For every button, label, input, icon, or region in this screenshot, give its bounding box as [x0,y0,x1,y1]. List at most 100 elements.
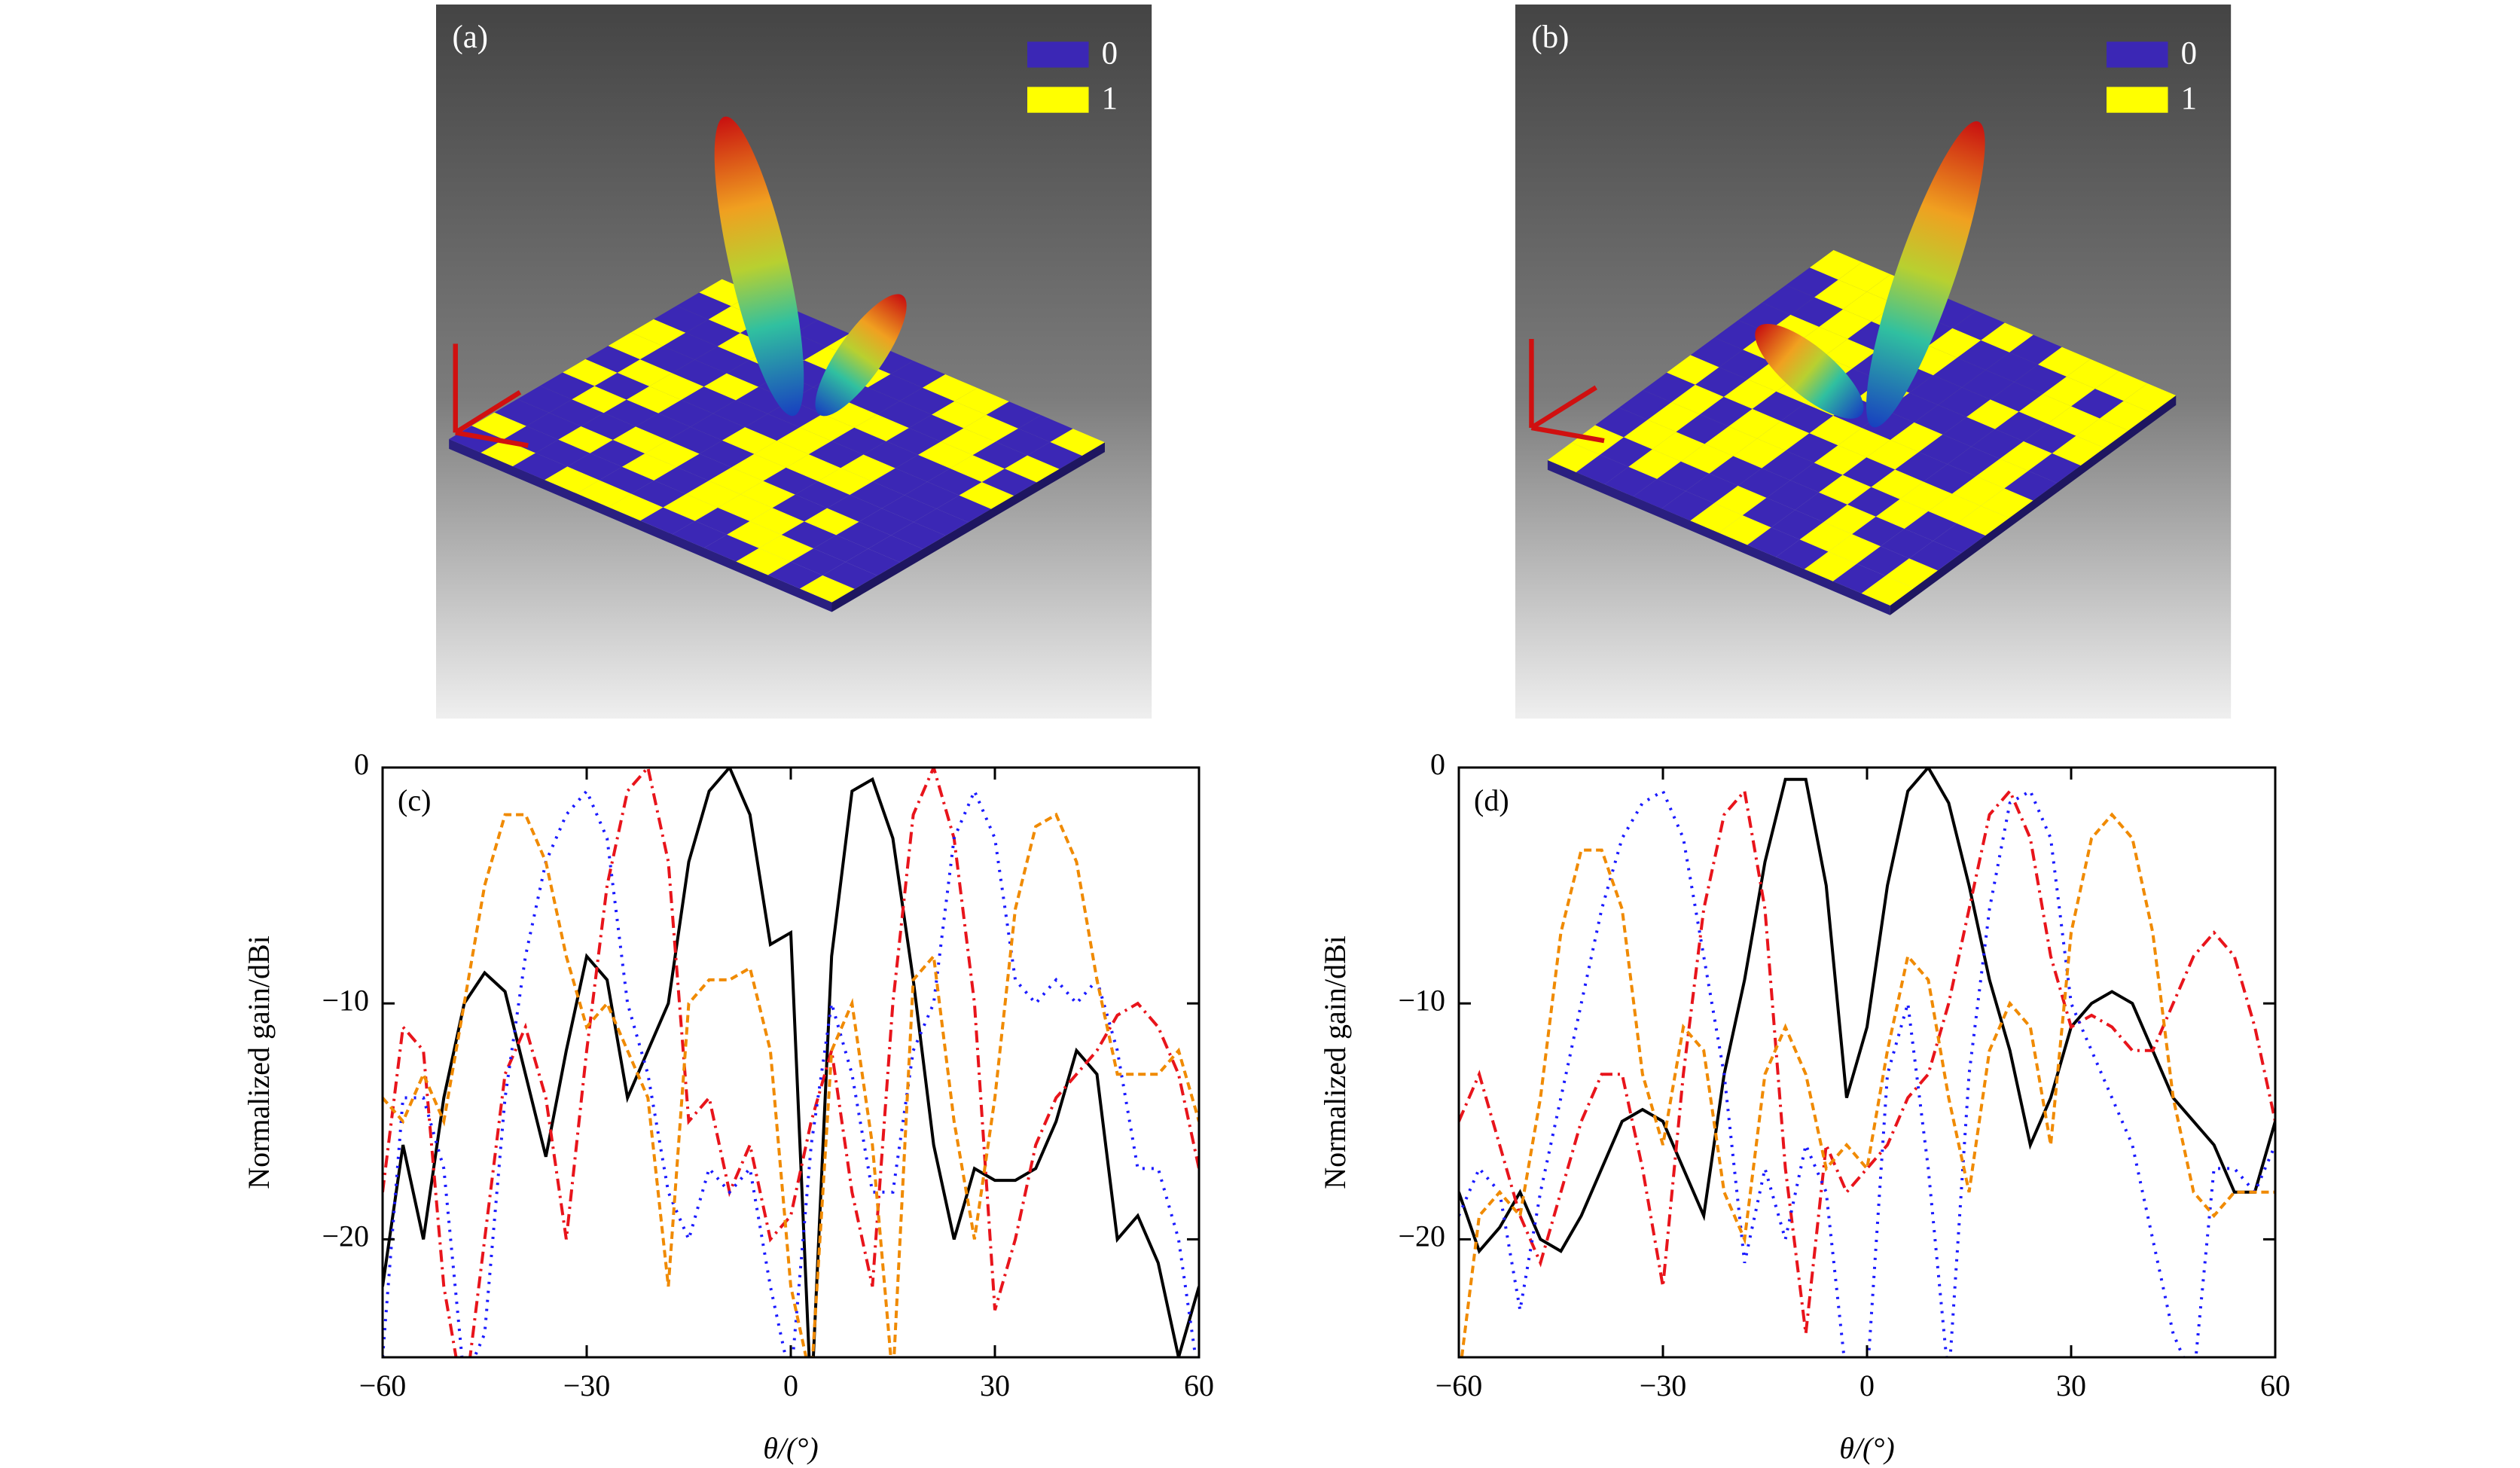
plate-cell [854,414,909,441]
plate-cell [503,426,559,453]
x-tick-label: 60 [1184,1369,1214,1402]
plate-cell [545,466,599,494]
plate-cell [1995,411,2048,441]
plate-cell [1771,509,1824,540]
plate-cell [535,439,590,467]
plate-cell [612,426,668,454]
plate-cell [868,535,923,563]
plate-cell [2004,471,2058,501]
plate-cell [512,453,568,481]
plate-cell [772,494,828,522]
plate-cell [1842,457,1896,487]
plate-cell [1719,349,1772,380]
plate-cell [2094,371,2148,401]
plate-cell [2100,401,2152,431]
plate-cell [1933,358,1986,388]
plate-cell [908,414,964,442]
plate-cell [881,495,937,523]
plate-cell [1652,432,1705,462]
x-tick-label: 30 [980,1369,1010,1402]
legend-label: 1 [2181,81,2197,117]
plate-cell [1690,503,1743,533]
plate-cell [1704,426,1758,456]
series-line [1459,768,2275,1255]
plate-cell [581,413,636,441]
plate-cell [2000,441,2052,472]
plate-cell [1752,391,1805,422]
plate-cell [932,401,987,429]
plate-cell [1785,433,1838,463]
legend-swatch [1027,87,1089,113]
plate-cell [718,494,773,522]
plate-cell [590,440,645,467]
plate-cell [1828,534,1881,564]
plate-cell [749,508,805,536]
plate-cell [831,427,886,455]
plate-cell [2047,406,2101,436]
plate-cell [599,466,654,494]
plate-cell [1804,551,1857,581]
plate-cell [567,453,623,481]
plate-cell [685,481,741,508]
plate-cell [763,467,819,495]
plate-cell [1909,375,1962,405]
plate-cell [608,332,664,360]
plate-cell [836,521,891,549]
plate-cell [776,427,832,455]
plate-cell [745,414,800,441]
plate-cell [1600,437,1652,467]
plate-cell [800,575,855,603]
series-line [383,768,1199,1357]
plate-cell [703,373,759,401]
plate-cell [685,319,740,346]
plate-cell [1875,499,1929,530]
render-panel: (a) 0 1 [436,5,1152,719]
plate-cell [672,520,728,548]
plate-cell [986,401,1042,429]
series-line [383,812,1199,1357]
plate-cell [863,441,919,468]
plate-cell [481,439,536,467]
plate-cell [841,454,895,482]
plate-cell [667,426,722,454]
plate-cell [2043,377,2095,407]
plate-cell [1713,485,1767,516]
plate-cell [649,373,704,400]
plate-cell [845,387,900,415]
plate-cell [1885,392,1939,423]
plate-cell [1980,488,2033,518]
plate-cell [1947,446,2000,477]
plate-cell [872,468,928,496]
plate-cell [736,548,791,575]
plate-cell [790,548,846,575]
plate-cell [1018,415,1073,442]
plate-cell [636,413,691,441]
plate-cell [1700,396,1753,427]
radiation-lobe [815,294,907,417]
plate-cell [731,453,786,481]
plate-cell [626,386,682,414]
plate-cell [1790,297,1844,327]
plate-cell [1895,452,1948,482]
plate-cell [654,467,709,494]
plate-cell [1790,462,1843,493]
plate-cell [494,398,550,426]
plate-cell [2076,418,2128,448]
plate-cell [1690,337,1744,368]
legend-label: 0 [1102,35,1118,71]
plate-cell [1680,444,1734,474]
plate-cell [1856,546,1909,576]
plate-cell [1914,404,1967,435]
plate-cell [654,306,709,333]
plate-cell [1576,454,1629,485]
plate-cell [1890,422,1943,453]
plate-cell [1871,469,1924,499]
legend-swatch [2107,87,2168,113]
plate-cell [758,535,814,562]
panel-label: (a) [452,20,488,55]
plate-cell [722,427,777,454]
plate-cell [1852,516,1905,547]
plate-cell [2014,364,2067,395]
plate-cell [681,386,737,414]
plate-cell [1938,387,1991,417]
